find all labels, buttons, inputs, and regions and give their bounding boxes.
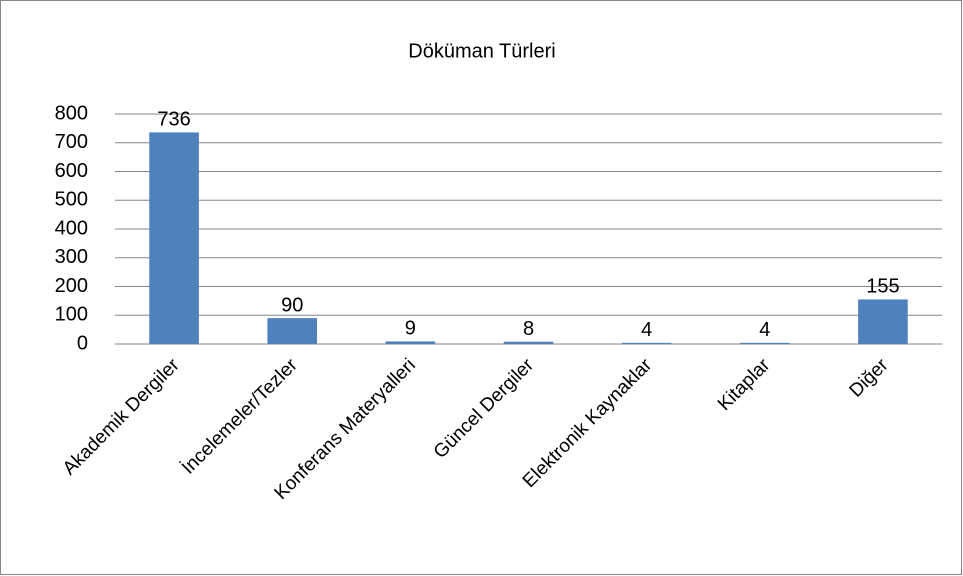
data-label: 736 — [157, 109, 190, 131]
data-label: 4 — [759, 319, 770, 341]
data-label: 9 — [405, 318, 416, 340]
y-tick-label: 100 — [55, 304, 88, 326]
bar — [739, 342, 790, 344]
y-tick-label: 500 — [55, 189, 88, 211]
bar — [267, 318, 318, 344]
bar — [385, 341, 436, 344]
y-tick-label: 0 — [77, 332, 88, 354]
y-tick-label: 600 — [55, 160, 88, 182]
data-label: 4 — [641, 319, 652, 341]
data-label: 155 — [866, 276, 899, 298]
y-tick-label: 300 — [55, 246, 88, 268]
bar — [503, 341, 554, 344]
bar — [621, 342, 672, 344]
data-label: 8 — [523, 318, 534, 340]
y-tick-label: 700 — [55, 131, 88, 153]
y-tick-label: 400 — [55, 217, 88, 239]
bar — [149, 132, 199, 344]
y-tick-label: 200 — [55, 275, 88, 297]
bar — [858, 299, 908, 344]
y-tick-label: 800 — [55, 102, 88, 124]
chart-title: Döküman Türleri — [408, 40, 555, 62]
data-label: 90 — [281, 294, 303, 316]
